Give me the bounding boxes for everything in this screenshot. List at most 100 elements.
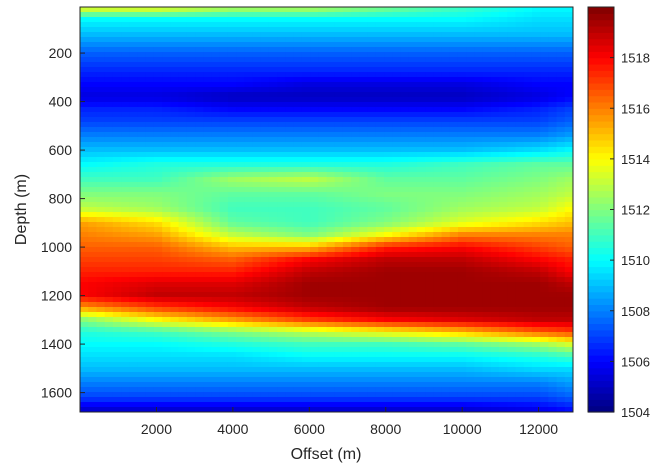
heatmap-cell bbox=[531, 242, 541, 248]
heatmap-cell bbox=[285, 317, 295, 323]
heatmap-cell bbox=[367, 367, 377, 373]
heatmap-cell bbox=[515, 197, 525, 203]
heatmap-cell bbox=[252, 212, 262, 218]
heatmap-cell bbox=[507, 42, 517, 48]
x-axis-ticks: 2000 4000 6000 8000 10000 12000 bbox=[141, 407, 558, 437]
heatmap-cell bbox=[104, 112, 114, 118]
heatmap-cell bbox=[137, 252, 147, 258]
heatmap-cell bbox=[244, 147, 254, 153]
heatmap-cell bbox=[211, 127, 221, 133]
heatmap-cell bbox=[457, 12, 467, 18]
heatmap-cell bbox=[195, 202, 204, 208]
heatmap-cell bbox=[293, 152, 303, 158]
heatmap-cell bbox=[515, 27, 525, 33]
heatmap-cell bbox=[153, 127, 163, 133]
heatmap-cell bbox=[277, 192, 287, 198]
heatmap-cell bbox=[466, 287, 475, 293]
heatmap-cell bbox=[129, 377, 139, 383]
heatmap-cell bbox=[293, 187, 303, 193]
heatmap-cell bbox=[564, 112, 573, 118]
heatmap-cell bbox=[293, 137, 303, 143]
heatmap-cell bbox=[507, 372, 517, 378]
heatmap-cell bbox=[277, 82, 287, 88]
heatmap-cell bbox=[88, 312, 98, 318]
heatmap-cell bbox=[564, 177, 573, 183]
heatmap-cell bbox=[548, 202, 558, 208]
heatmap-cell bbox=[416, 72, 426, 78]
heatmap-cell bbox=[236, 92, 245, 98]
heatmap-cell bbox=[375, 182, 385, 188]
heatmap-cell bbox=[186, 232, 196, 238]
heatmap-cell bbox=[466, 237, 475, 243]
heatmap-cell bbox=[359, 317, 369, 323]
heatmap-cell bbox=[334, 82, 344, 88]
heatmap-cell bbox=[416, 102, 426, 108]
heatmap-cell bbox=[80, 247, 89, 253]
heatmap-cell bbox=[293, 107, 303, 113]
heatmap-cell bbox=[96, 322, 106, 328]
heatmap-cell bbox=[170, 347, 180, 353]
heatmap-cell bbox=[137, 42, 147, 48]
heatmap-cell bbox=[318, 17, 328, 23]
heatmap-cell bbox=[515, 32, 525, 38]
heatmap-cell bbox=[531, 337, 541, 343]
heatmap-cell bbox=[482, 92, 492, 98]
heatmap-cell bbox=[334, 292, 344, 298]
heatmap-cell bbox=[244, 132, 254, 138]
heatmap-cell bbox=[170, 107, 180, 113]
heatmap-cell bbox=[367, 117, 377, 123]
heatmap-cell bbox=[507, 277, 517, 283]
heatmap-cell bbox=[400, 242, 410, 248]
heatmap-cell bbox=[384, 317, 393, 323]
heatmap-cell bbox=[531, 22, 541, 28]
heatmap-cell bbox=[186, 317, 196, 323]
heatmap-cell bbox=[162, 47, 171, 53]
heatmap-cell bbox=[268, 192, 278, 198]
heatmap-cell bbox=[178, 197, 188, 203]
colorbar-segment bbox=[588, 203, 614, 211]
heatmap-cell bbox=[186, 342, 196, 348]
heatmap-cell bbox=[112, 142, 122, 148]
heatmap-cell bbox=[540, 347, 549, 353]
heatmap-cell bbox=[244, 27, 254, 33]
heatmap-cell bbox=[244, 82, 254, 88]
heatmap-cell bbox=[227, 127, 237, 133]
heatmap-cell bbox=[490, 407, 500, 412]
heatmap-cell bbox=[285, 137, 295, 143]
heatmap-cell bbox=[153, 242, 163, 248]
heatmap-cell bbox=[301, 137, 311, 143]
heatmap-cell bbox=[540, 167, 549, 173]
heatmap-cell bbox=[121, 377, 130, 383]
heatmap-cell bbox=[466, 202, 475, 208]
heatmap-cell bbox=[211, 12, 221, 18]
heatmap-cell bbox=[186, 212, 196, 218]
heatmap-cell bbox=[252, 57, 262, 63]
heatmap-cell bbox=[515, 242, 525, 248]
heatmap-cell bbox=[384, 117, 393, 123]
heatmap-cell bbox=[400, 247, 410, 253]
heatmap-cell bbox=[490, 152, 500, 158]
heatmap-cell bbox=[153, 217, 163, 223]
heatmap-cell bbox=[384, 242, 393, 248]
heatmap-cell bbox=[96, 407, 106, 412]
heatmap-cell bbox=[301, 362, 311, 368]
heatmap-cell bbox=[474, 97, 484, 103]
heatmap-cell bbox=[564, 137, 573, 143]
heatmap-cell bbox=[326, 197, 336, 203]
heatmap-cell bbox=[564, 237, 573, 243]
heatmap-cell bbox=[342, 32, 352, 38]
heatmap-cell bbox=[384, 292, 393, 298]
heatmap-cell bbox=[457, 162, 467, 168]
heatmap-cell bbox=[466, 47, 475, 53]
heatmap-cell bbox=[268, 362, 278, 368]
heatmap-cell bbox=[244, 277, 254, 283]
heatmap-cell bbox=[211, 357, 221, 363]
heatmap-cell bbox=[523, 342, 533, 348]
heatmap-cell bbox=[227, 232, 237, 238]
heatmap-cell bbox=[351, 107, 360, 113]
heatmap-cell bbox=[548, 37, 558, 43]
heatmap-cell bbox=[137, 27, 147, 33]
heatmap-cell bbox=[548, 377, 558, 383]
heatmap-cell bbox=[162, 357, 171, 363]
heatmap-cell bbox=[548, 307, 558, 313]
